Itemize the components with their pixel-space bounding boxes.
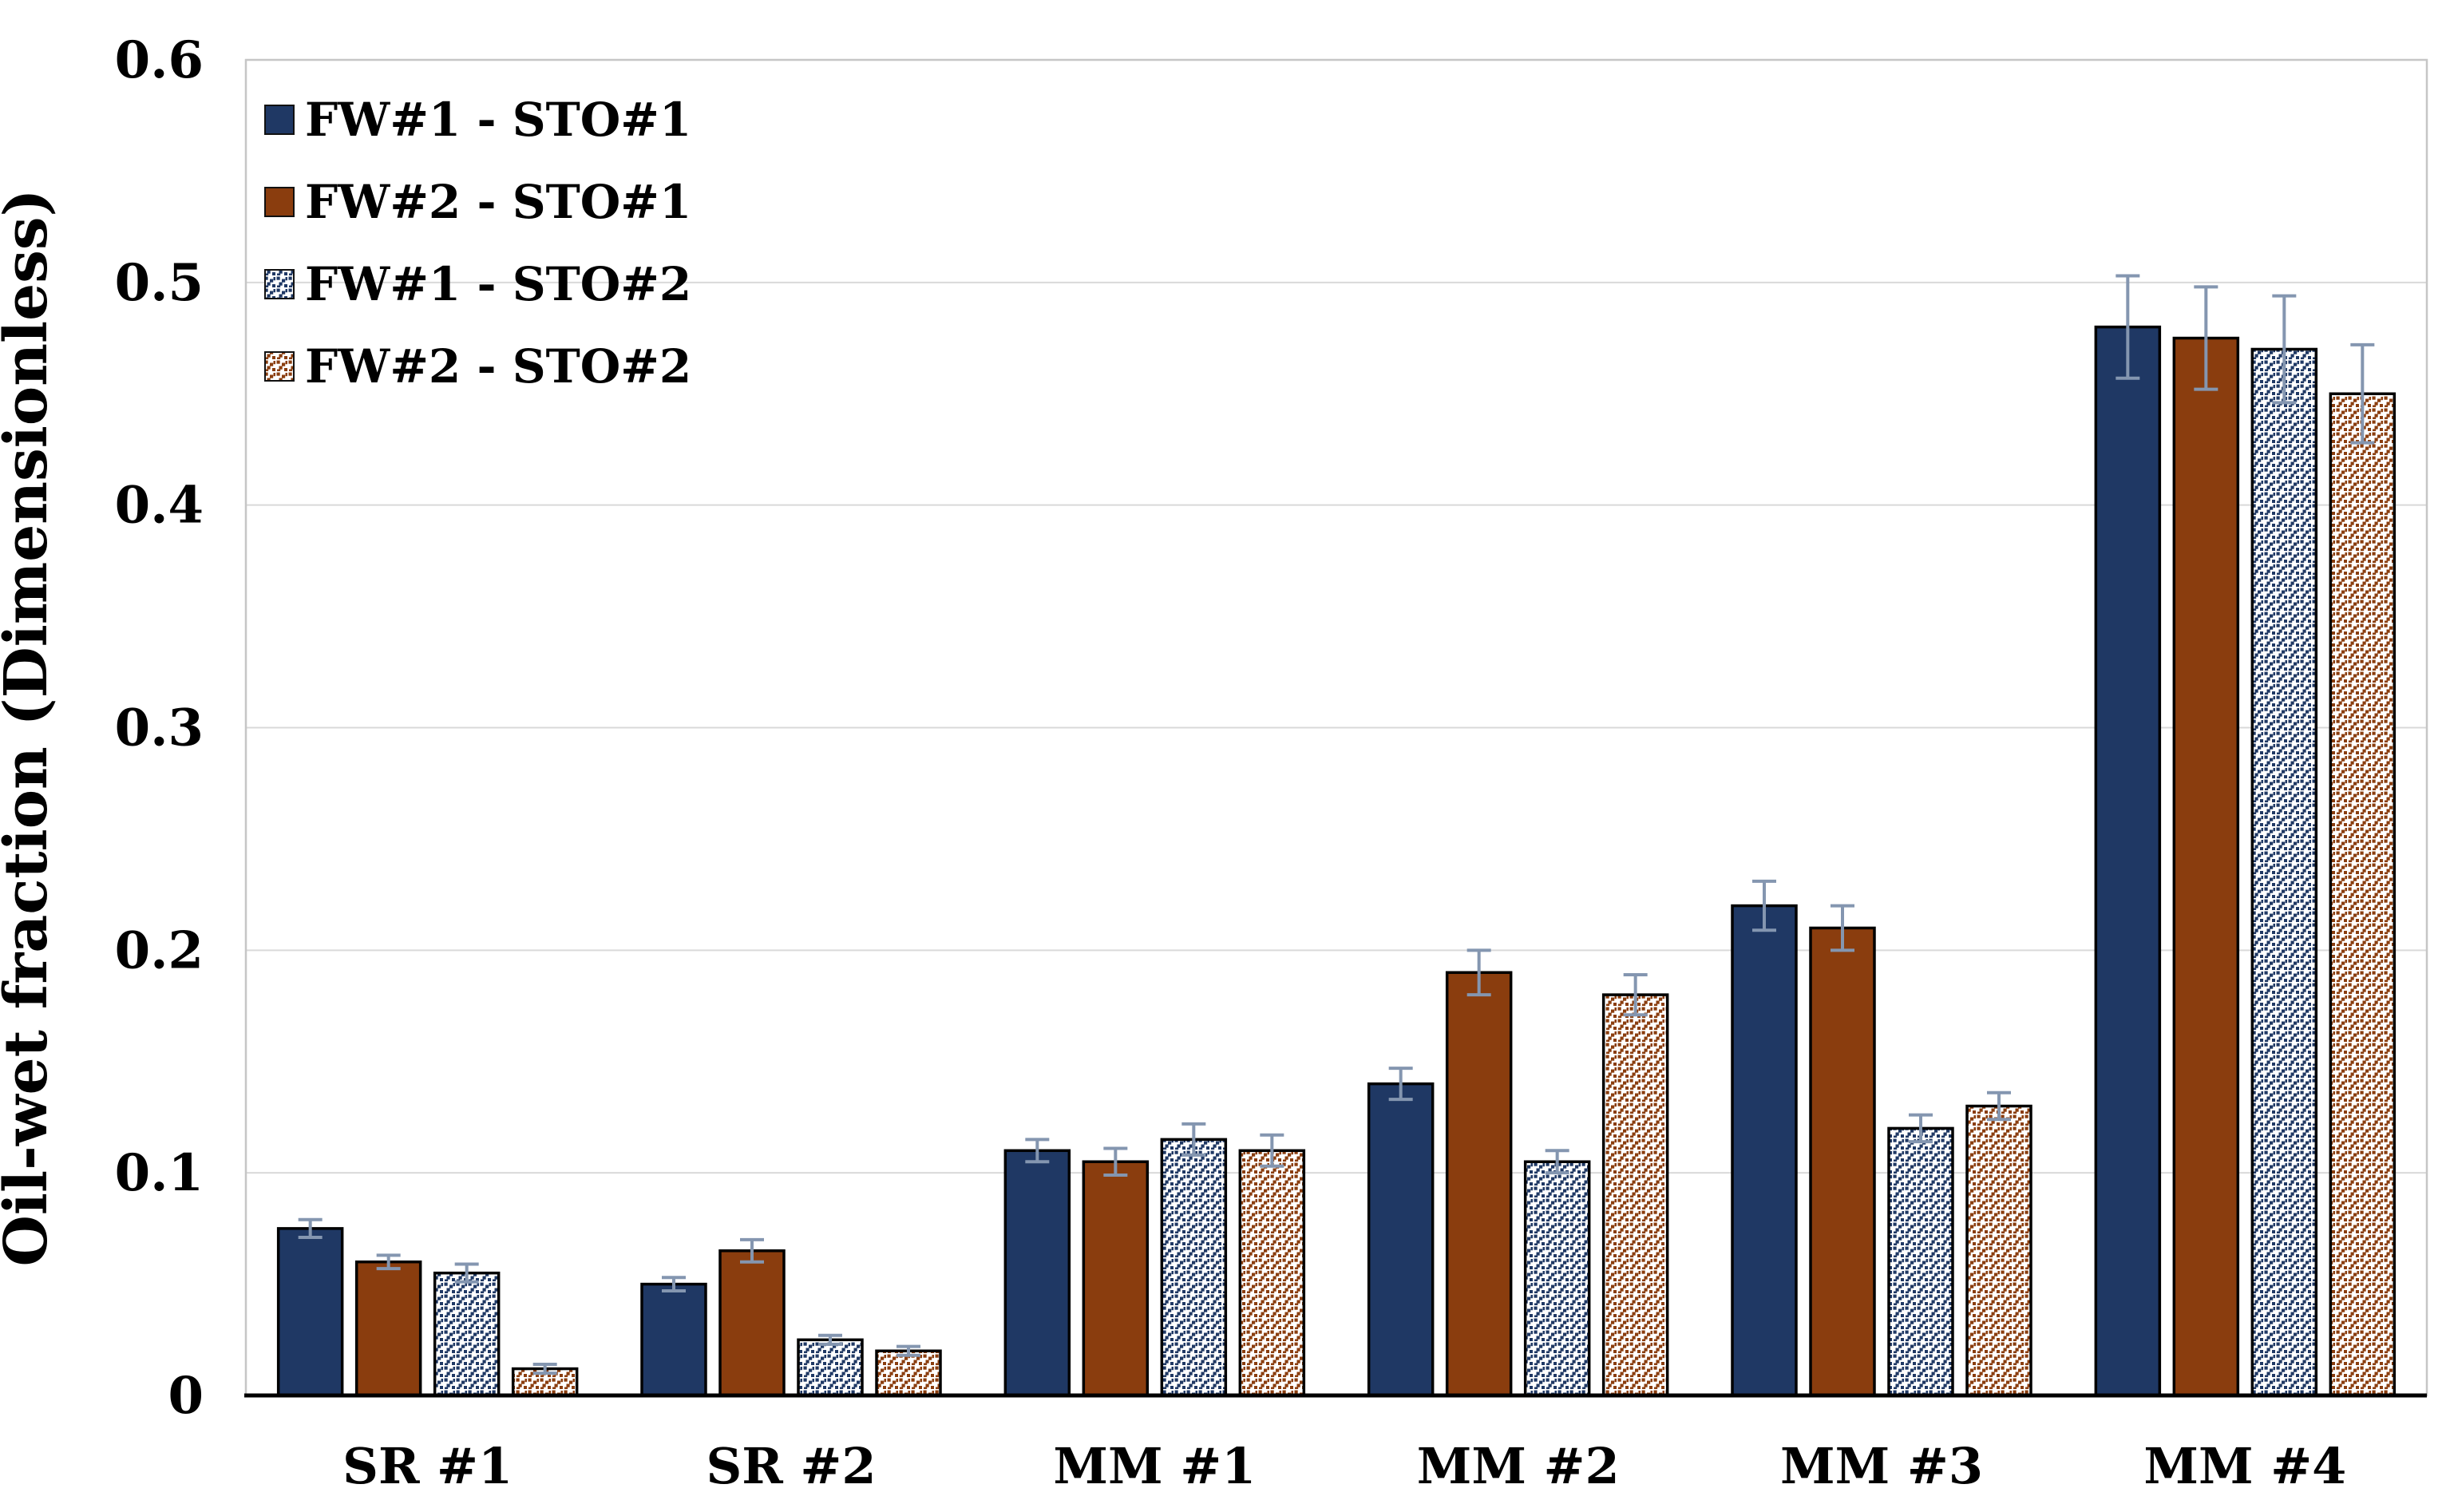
bar (797, 1338, 864, 1397)
legend-label: FW#2 - STO#1 (305, 175, 691, 229)
bar-group (276, 1217, 579, 1397)
bar (1965, 1104, 2032, 1397)
error-bar (1909, 1113, 1933, 1144)
bars (276, 274, 2397, 1397)
legend-swatch (264, 187, 295, 217)
error-bar (1103, 1146, 1128, 1177)
bar (2329, 392, 2397, 1397)
bar (1238, 1149, 1306, 1397)
legend-item: FW#2 - STO#1 (264, 175, 691, 229)
error-bar (2272, 294, 2297, 405)
error-bar (532, 1362, 557, 1375)
bar (1445, 971, 1513, 1397)
error-bar (662, 1276, 686, 1292)
y-tick-label: 0.2 (115, 920, 204, 980)
error-bar (1752, 879, 1776, 932)
legend: FW#1 - STO#1 FW#2 - STO#1 FW#1 - STO#2 FW#2… (264, 93, 691, 394)
error-bar (1545, 1149, 1569, 1175)
error-bar (1623, 973, 1648, 1017)
legend-item: FW#1 - STO#2 (264, 257, 691, 311)
x-category-label: MM #4 (2143, 1437, 2346, 1495)
error-bar (1987, 1090, 2011, 1122)
bar (1367, 1082, 1435, 1397)
bar (1809, 926, 1876, 1397)
y-tick-label: 0.5 (115, 253, 204, 313)
legend-label: FW#1 - STO#2 (305, 257, 691, 311)
legend-item: FW#1 - STO#1 (264, 93, 691, 147)
error-bar (1388, 1067, 1413, 1102)
bar (1731, 904, 1798, 1397)
error-bar (454, 1262, 479, 1284)
y-tick-label: 0 (168, 1366, 204, 1426)
legend-label: FW#2 - STO#2 (305, 339, 691, 394)
error-bar (1260, 1133, 1284, 1168)
y-tick-labels: 0 0.1 0.2 0.3 0.4 0.5 0.6 (115, 30, 204, 1426)
y-tick-label: 0.4 (115, 476, 204, 536)
bar (1160, 1138, 1228, 1397)
x-category-label: SR #1 (342, 1437, 513, 1495)
bar (354, 1260, 422, 1397)
error-bar (818, 1333, 842, 1346)
bar-group (1003, 1122, 1306, 1397)
x-category-label: MM #3 (1780, 1437, 1983, 1495)
error-bar (2116, 274, 2140, 380)
bar (2172, 336, 2240, 1397)
error-bar (1466, 948, 1491, 997)
bar-group (1731, 879, 2032, 1397)
error-bar (2194, 285, 2218, 391)
legend-label: FW#1 - STO#1 (305, 93, 691, 147)
error-bar (2350, 342, 2375, 445)
bar (1887, 1126, 1954, 1397)
error-bar (1181, 1122, 1206, 1157)
y-tick-label: 0.1 (115, 1143, 204, 1203)
bar-group (2094, 274, 2397, 1397)
bar (875, 1349, 942, 1397)
x-category-labels: SR #1 SR #2 MM #1 MM #2 MM #3 MM #4 (342, 1437, 2346, 1495)
legend-swatch (264, 105, 295, 135)
x-category-label: SR #2 (706, 1437, 877, 1495)
error-bar (1025, 1138, 1050, 1164)
error-bar (298, 1217, 323, 1240)
bar (640, 1282, 707, 1397)
bar (2250, 347, 2318, 1397)
error-bar (1831, 904, 1854, 952)
legend-item: FW#2 - STO#2 (264, 339, 691, 394)
bar (1082, 1160, 1150, 1397)
bar (433, 1271, 501, 1397)
y-axis-title: Oil-wet fraction (Dimensionless) (0, 188, 61, 1266)
bar (1601, 993, 1669, 1397)
error-bar (376, 1253, 401, 1271)
bar-group (1367, 948, 1669, 1397)
legend-swatch (264, 269, 295, 299)
gridlines (246, 281, 2427, 1174)
legend-swatch (264, 351, 295, 382)
bar (276, 1227, 344, 1397)
bar (1003, 1149, 1071, 1397)
bar (1523, 1160, 1591, 1397)
x-category-label: MM #2 (1417, 1437, 1620, 1495)
error-bar (740, 1237, 764, 1264)
y-tick-label: 0.6 (115, 30, 204, 90)
bar (718, 1249, 786, 1397)
error-bar (896, 1344, 920, 1357)
bar (2094, 325, 2162, 1397)
bar-group (640, 1237, 942, 1397)
x-category-label: MM #1 (1053, 1437, 1256, 1495)
y-tick-label: 0.3 (115, 699, 204, 758)
